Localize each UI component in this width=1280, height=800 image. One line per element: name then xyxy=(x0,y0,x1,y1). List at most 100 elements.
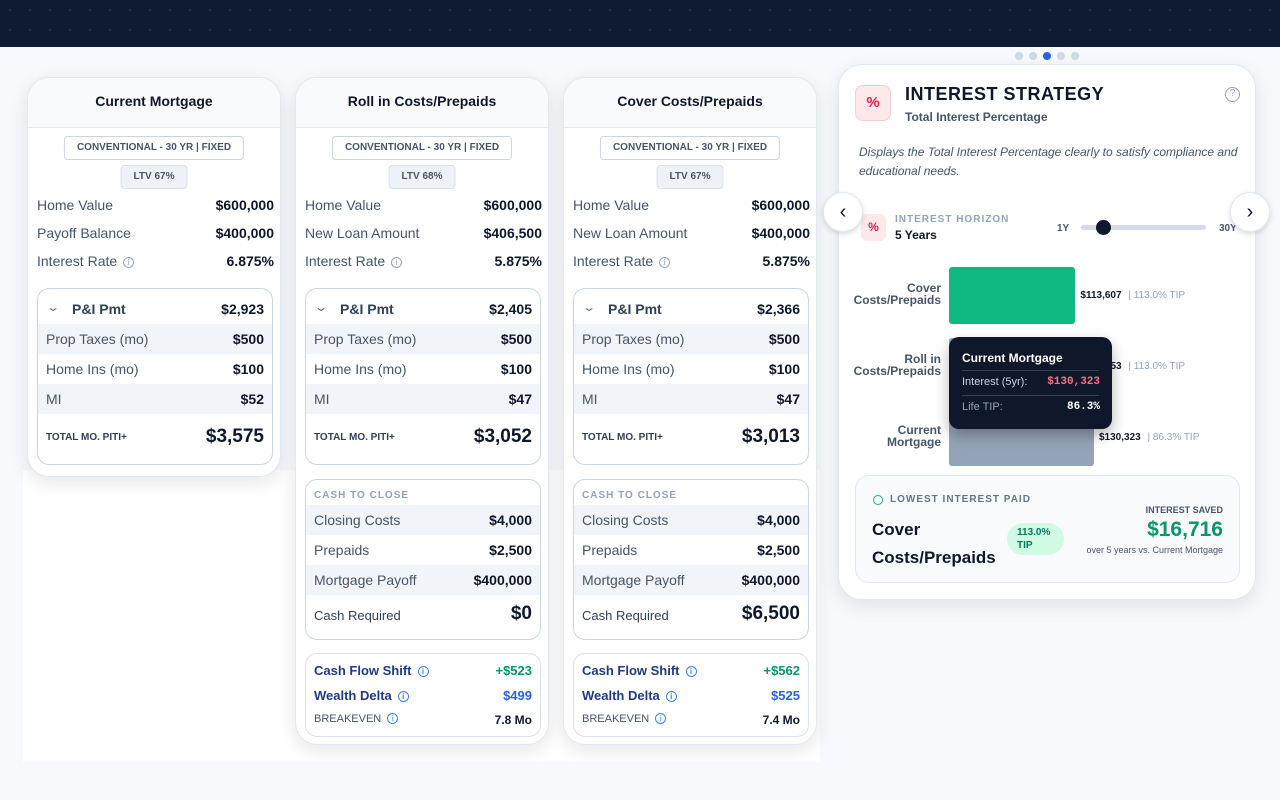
row-value: $600,000 xyxy=(751,197,810,213)
cash-heading: CASH TO CLOSE xyxy=(582,490,678,501)
slider-knob[interactable] xyxy=(1096,220,1111,235)
info-icon[interactable]: i xyxy=(665,691,677,702)
piti-label: Home Ins (mo) xyxy=(314,361,407,377)
check-icon xyxy=(873,495,883,505)
required-label: Cash Required xyxy=(582,608,669,623)
cash-row: Mortgage Payoff $400,000 xyxy=(574,565,808,595)
row-value: $400,000 xyxy=(215,225,274,241)
piti-row: Prop Taxes (mo) $500 xyxy=(38,324,272,354)
horizon-icon: % xyxy=(861,214,886,241)
metric-value: 7.4 Mo xyxy=(762,713,800,727)
bar-value: $130,323 | 86.3% TIP xyxy=(1099,432,1200,443)
help-icon[interactable]: ? xyxy=(1225,87,1240,102)
piti-row: Prop Taxes (mo) $500 xyxy=(306,324,540,354)
piti-label: Home Ins (mo) xyxy=(46,361,139,377)
cash-value: $2,500 xyxy=(757,542,800,558)
lowest-heading: LOWEST INTEREST PAID xyxy=(890,494,1031,505)
piti-label: P&I Pmt xyxy=(340,301,394,317)
cash-row: Prepaids $2,500 xyxy=(574,535,808,565)
lowest-box: LOWEST INTEREST PAID Cover Costs/Prepaids… xyxy=(855,475,1240,583)
cash-value: $400,000 xyxy=(741,572,800,588)
row-label: New Loan Amount xyxy=(305,225,420,241)
piti-row: MI $47 xyxy=(574,384,808,414)
carousel-dot[interactable] xyxy=(1015,52,1023,60)
row-value: 5.875% xyxy=(762,253,810,269)
piti-row: MI $52 xyxy=(38,384,272,414)
metric-label: Cash Flow Shift i xyxy=(314,663,429,678)
ltv-badge: LTV 68% xyxy=(388,165,456,189)
cash-label: Mortgage Payoff xyxy=(582,572,685,588)
loan-card: Roll in Costs/Prepaids CONVENTIONAL - 30 … xyxy=(295,77,549,745)
carousel-dot[interactable] xyxy=(1029,52,1037,60)
piti-row: Home Ins (mo) $100 xyxy=(306,354,540,384)
cash-label: Closing Costs xyxy=(582,512,669,528)
total-value: $3,575 xyxy=(205,426,264,447)
piti-value: $2,366 xyxy=(757,301,800,317)
detail-row: Home Value $600,000 xyxy=(305,194,542,216)
cash-label: Prepaids xyxy=(582,542,638,558)
info-icon[interactable]: i xyxy=(659,257,671,268)
cash-row: Mortgage Payoff $400,000 xyxy=(306,565,540,595)
piti-row: MI $47 xyxy=(306,384,540,414)
piti-value: $100 xyxy=(232,361,264,377)
total-label: TOTAL MO. PITI+ xyxy=(582,432,663,443)
piti-label: Home Ins (mo) xyxy=(582,361,675,377)
total-value: $3,052 xyxy=(473,426,532,447)
lowest-name: Cover Costs/Prepaids xyxy=(872,520,996,567)
cash-value: $4,000 xyxy=(489,512,532,528)
required-value: $6,500 xyxy=(741,603,800,624)
row-value: $406,500 xyxy=(483,225,542,241)
piti-value: $47 xyxy=(508,391,532,407)
detail-row: Interest Rate i 5.875% xyxy=(573,250,810,272)
info-icon[interactable]: i xyxy=(391,257,403,268)
carousel-dot[interactable] xyxy=(1057,52,1065,60)
row-value: $400,000 xyxy=(751,225,810,241)
tooltip-divider xyxy=(962,395,1099,396)
info-icon[interactable]: i xyxy=(387,713,399,724)
info-icon[interactable]: i xyxy=(417,666,429,677)
piti-row: P&I Pmt ⌄ $2,923 xyxy=(38,294,272,324)
piti-value: $500 xyxy=(500,331,532,347)
horizon-label: INTEREST HORIZON xyxy=(895,214,1010,225)
info-icon[interactable]: i xyxy=(123,257,135,268)
cash-label: Closing Costs xyxy=(314,512,401,528)
strategy-panel: % INTEREST STRATEGY Total Interest Percent… xyxy=(838,64,1256,600)
info-icon[interactable]: i xyxy=(685,666,697,677)
chevron[interactable]: ⌄ xyxy=(581,300,597,314)
piti-value: $52 xyxy=(240,391,264,407)
loan-type: CONVENTIONAL - 30 YR | FIXED xyxy=(63,136,245,160)
tooltip-label: Interest (5yr): xyxy=(962,376,1028,388)
saved-note: over 5 years vs. Current Mortgage xyxy=(1086,545,1223,555)
piti-value: $2,405 xyxy=(489,301,532,317)
slider-min: 1Y xyxy=(1057,223,1070,234)
detail-row: Home Value $600,000 xyxy=(573,194,810,216)
chevron[interactable]: ⌄ xyxy=(313,300,329,314)
row-value: $600,000 xyxy=(483,197,542,213)
metrics-box: Cash Flow Shift i +$523 Wealth Delta i $499 BR… xyxy=(305,653,541,737)
loan-card: Cover Costs/Prepaids CONVENTIONAL - 30 YR… xyxy=(563,77,817,745)
piti-label: MI xyxy=(314,391,330,407)
slider-track[interactable] xyxy=(1081,225,1206,230)
total-value: $3,013 xyxy=(741,426,800,447)
info-icon[interactable]: i xyxy=(655,713,667,724)
cash-value: $4,000 xyxy=(757,512,800,528)
chevron[interactable]: ⌄ xyxy=(45,300,61,314)
required-value: $0 xyxy=(510,603,532,624)
prev-button[interactable]: ‹ xyxy=(823,192,863,232)
cash-label: Mortgage Payoff xyxy=(314,572,417,588)
info-icon[interactable]: i xyxy=(397,691,409,702)
row-value: $600,000 xyxy=(215,197,274,213)
panel-icon: % xyxy=(855,85,891,121)
piti-value: $500 xyxy=(232,331,264,347)
piti-row: P&I Pmt ⌄ $2,366 xyxy=(574,294,808,324)
metric-label: BREAKEVEN i xyxy=(314,713,399,725)
cash-row: Closing Costs $4,000 xyxy=(306,505,540,535)
ltv-badge: LTV 67% xyxy=(120,165,188,189)
next-button[interactable]: › xyxy=(1230,192,1270,232)
carousel-dot[interactable] xyxy=(1043,52,1051,60)
detail-row: New Loan Amount $406,500 xyxy=(305,222,542,244)
cash-box: CASH TO CLOSE Closing Costs $4,000 Prepaids… xyxy=(573,479,809,640)
tooltip: Current Mortgage Interest (5yr): $130,323 L… xyxy=(949,337,1112,429)
carousel-dot[interactable] xyxy=(1071,52,1079,60)
